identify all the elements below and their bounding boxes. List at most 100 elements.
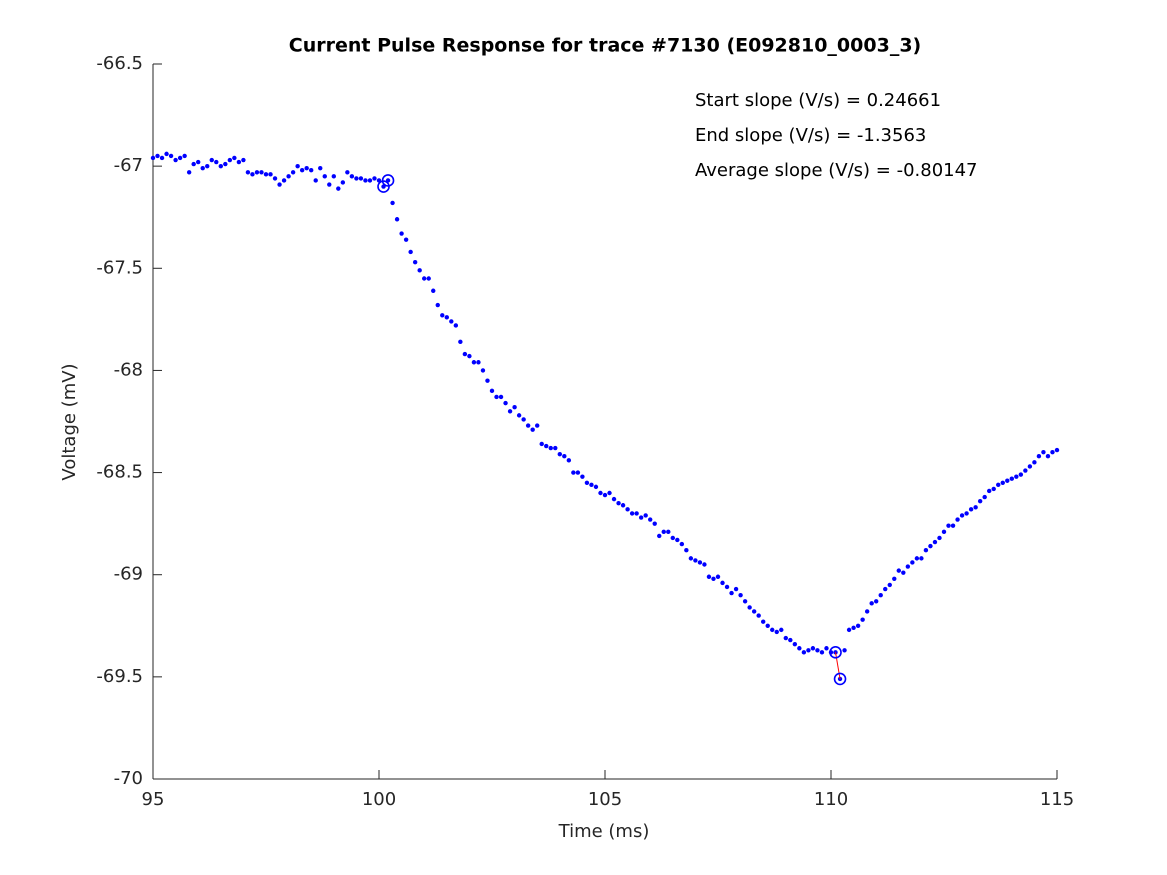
data-point	[896, 568, 901, 573]
data-point	[489, 388, 495, 394]
data-point	[575, 470, 581, 475]
y-tick-label: -67.5	[96, 257, 143, 278]
data-point	[905, 564, 911, 569]
data-point	[1005, 478, 1010, 483]
data-point	[629, 511, 635, 516]
data-point	[403, 237, 409, 242]
data-point	[322, 174, 327, 179]
data-point	[874, 599, 879, 604]
data-point	[449, 319, 454, 324]
data-point	[218, 163, 223, 169]
slope-marker	[829, 646, 842, 659]
data-point	[598, 490, 603, 496]
data-point	[1023, 468, 1028, 473]
data-point	[535, 423, 540, 428]
data-point	[638, 515, 644, 520]
slope-marker	[833, 672, 847, 686]
y-tick-label: -69	[114, 564, 143, 585]
data-point	[761, 619, 766, 624]
data-point	[679, 541, 685, 547]
data-point	[512, 405, 517, 410]
data-point	[327, 182, 332, 187]
data-point	[566, 458, 572, 463]
data-point	[851, 625, 856, 631]
x-tick-label: 105	[588, 789, 622, 810]
x-axis-label: Time (ms)	[558, 821, 650, 842]
data-point	[539, 441, 544, 447]
data-point	[711, 576, 716, 581]
data-point	[923, 548, 929, 553]
data-point	[299, 168, 305, 173]
annotation: Start slope (V/s) = 0.24661	[695, 90, 941, 111]
data-point	[1054, 447, 1060, 453]
data-point	[367, 178, 373, 183]
x-tick-label: 100	[362, 789, 396, 810]
data-point	[1041, 449, 1046, 455]
data-point	[295, 163, 300, 169]
y-tick-label: -67	[114, 155, 143, 176]
y-tick-label: -70	[114, 768, 143, 789]
data-point	[652, 521, 657, 526]
data-point	[241, 157, 246, 163]
data-point	[684, 548, 689, 553]
data-point	[959, 513, 965, 518]
data-point	[765, 623, 770, 628]
data-point	[973, 505, 978, 510]
data-point	[440, 313, 445, 318]
data-point	[869, 601, 874, 606]
data-point	[878, 592, 883, 598]
data-point	[693, 558, 698, 563]
slope-marker	[381, 174, 395, 187]
data-point	[214, 159, 219, 165]
data-point	[544, 443, 549, 449]
end-slope-line	[835, 652, 841, 679]
data-point	[372, 176, 377, 181]
data-point	[553, 445, 558, 451]
data-point	[458, 339, 463, 345]
data-point	[444, 315, 449, 320]
data-point	[643, 513, 648, 518]
data-point	[914, 556, 920, 561]
data-point	[309, 168, 314, 173]
data-point	[910, 560, 915, 565]
data-point	[286, 174, 291, 179]
y-axis-label: Voltage (mV)	[59, 363, 80, 480]
data-point	[516, 413, 522, 418]
data-point	[1009, 476, 1014, 481]
data-point	[657, 533, 662, 539]
data-point	[864, 609, 870, 614]
data-point	[901, 570, 906, 575]
data-point	[168, 153, 174, 159]
data-point	[932, 539, 938, 545]
data-point	[738, 592, 743, 598]
data-point	[263, 172, 269, 177]
data-point	[742, 599, 748, 604]
data-point	[200, 165, 205, 171]
annotation: End slope (V/s) = -1.3563	[695, 125, 926, 146]
data-point	[955, 517, 960, 522]
data-point	[467, 353, 472, 359]
data-point	[946, 523, 951, 528]
data-point	[313, 178, 318, 183]
data-point	[318, 165, 323, 171]
data-point	[159, 155, 165, 161]
data-point	[525, 423, 531, 428]
data-point	[182, 153, 187, 159]
data-point	[277, 182, 282, 187]
data-point	[806, 648, 811, 653]
data-point	[666, 529, 671, 535]
x-tick-label: 115	[1040, 789, 1074, 810]
data-point	[584, 480, 590, 485]
data-point	[345, 170, 350, 175]
data-point	[801, 650, 807, 655]
data-point	[697, 560, 703, 565]
data-point	[358, 176, 364, 181]
data-point	[675, 537, 680, 543]
data-point	[494, 394, 499, 400]
x-tick-label: 110	[814, 789, 848, 810]
y-tick-label: -66.5	[96, 53, 143, 74]
data-point	[779, 627, 784, 633]
data-point	[860, 617, 865, 622]
data-point	[290, 170, 296, 175]
